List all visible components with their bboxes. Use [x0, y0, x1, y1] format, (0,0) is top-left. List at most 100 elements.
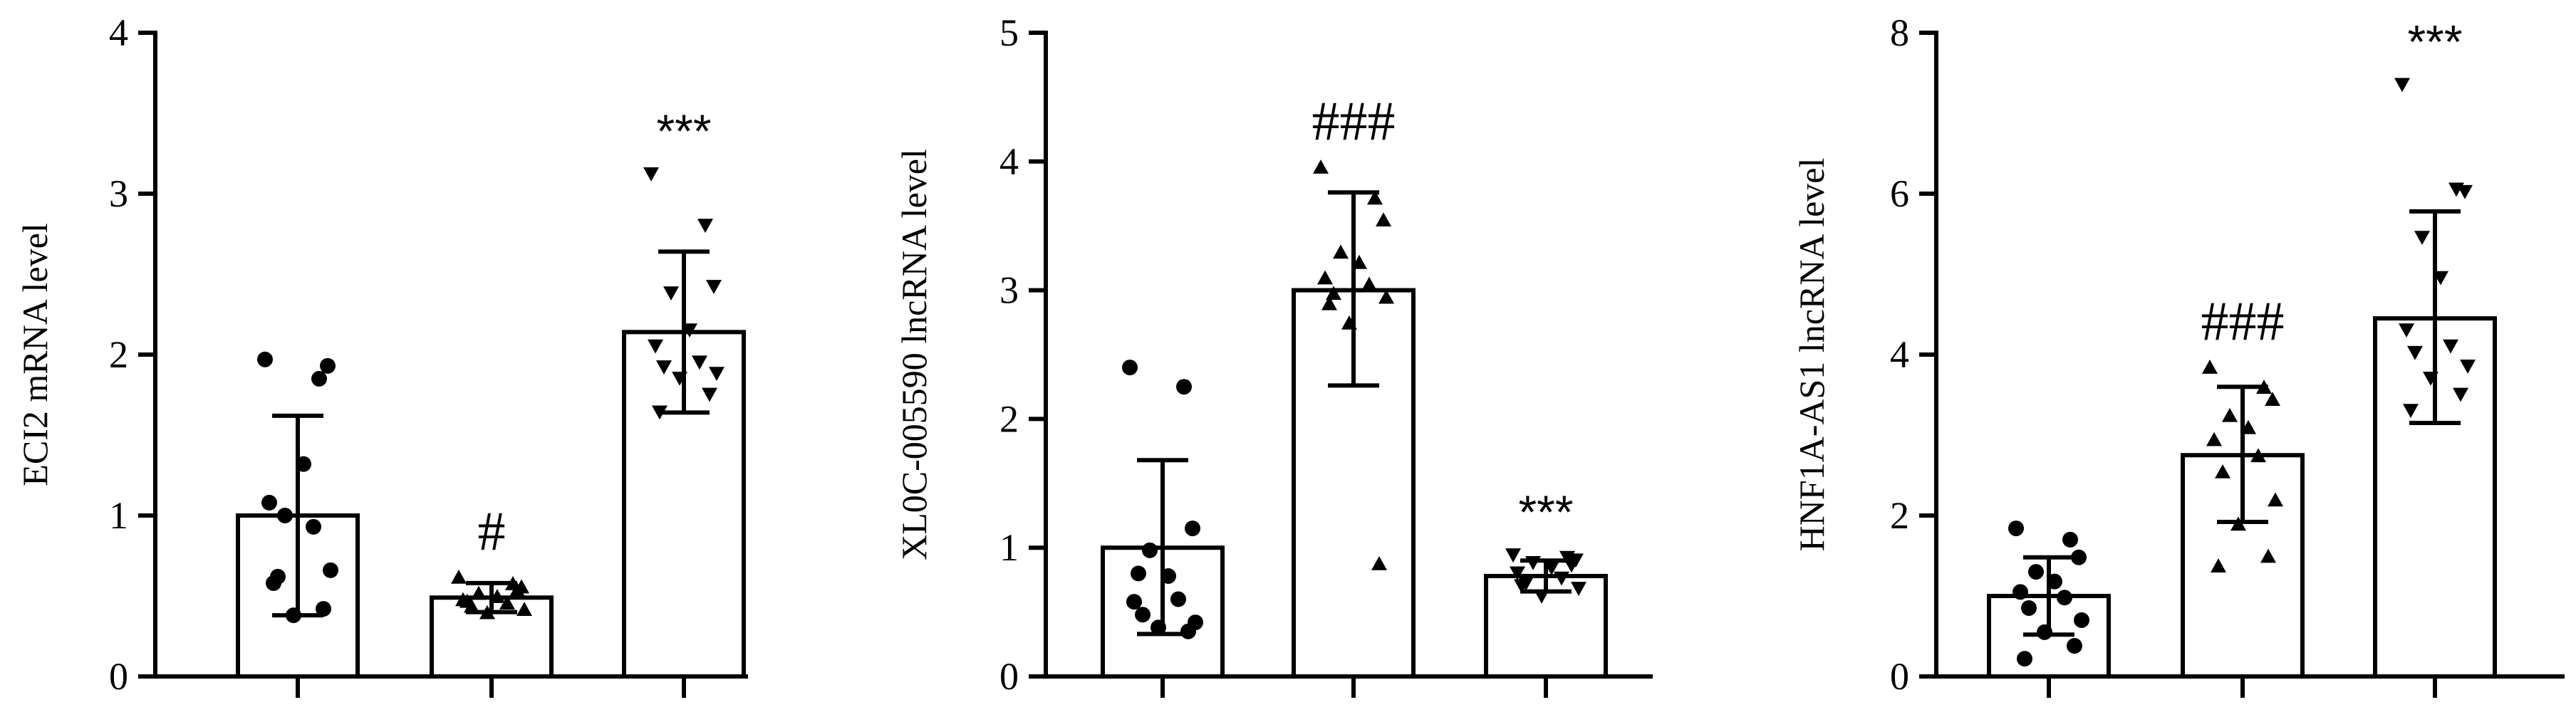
bar-group-1	[1101, 360, 1225, 698]
data-point	[2460, 360, 2476, 374]
data-point	[2057, 590, 2072, 606]
data-point	[652, 405, 668, 420]
data-point	[1534, 590, 1549, 604]
data-point	[2071, 549, 2087, 565]
data-point	[1170, 591, 1186, 607]
data-point	[2062, 531, 2078, 548]
data-point	[471, 585, 487, 600]
data-point	[2453, 387, 2468, 402]
data-point	[706, 280, 722, 294]
data-point	[2250, 448, 2266, 463]
data-point	[2047, 573, 2062, 590]
data-point	[656, 360, 672, 375]
y-axis-title: XL0C-005590 lncRNA level	[894, 149, 934, 560]
data-point	[277, 508, 293, 523]
data-point	[2067, 638, 2082, 654]
data-point	[499, 595, 515, 610]
data-point	[451, 569, 467, 584]
y-tick-label: 0	[109, 655, 128, 698]
data-point	[1321, 295, 1337, 310]
data-point	[479, 605, 495, 619]
data-point	[489, 589, 505, 603]
data-point	[1176, 379, 1192, 395]
data-point	[516, 602, 532, 616]
data-point	[1180, 623, 1196, 639]
data-point	[2240, 419, 2256, 434]
y-tick-label: 3	[999, 269, 1019, 312]
data-point	[1142, 542, 1158, 558]
significance-label: #	[478, 500, 506, 562]
data-point	[1151, 619, 1166, 636]
bar-group-2: ###	[2181, 290, 2305, 698]
data-point	[1554, 571, 1569, 586]
y-axis-title: ECI2 mRNA level	[15, 223, 55, 486]
data-point	[682, 323, 697, 338]
data-point	[1185, 521, 1200, 537]
chart-panel-3: 0 2 4 6 8 HNF1A-AS1 lncRNA level ### ***	[1792, 11, 2565, 698]
data-point	[2028, 564, 2044, 580]
data-point	[1510, 566, 1525, 581]
bar-group-3: ***	[1484, 486, 1608, 698]
data-point	[2407, 345, 2423, 360]
data-point	[2012, 584, 2028, 600]
data-point	[323, 562, 338, 578]
y-tick-label: 4	[999, 140, 1019, 183]
data-point	[2403, 404, 2419, 418]
significance-label: ###	[2201, 290, 2285, 352]
data-point	[2394, 78, 2410, 93]
y-tick-label: 4	[109, 11, 128, 54]
significance-label: ###	[1312, 90, 1396, 152]
data-point	[1351, 254, 1367, 269]
data-point	[663, 286, 679, 301]
data-point	[2211, 558, 2226, 572]
data-point	[702, 387, 717, 402]
bar-group-2: #	[430, 500, 554, 698]
data-point	[261, 494, 277, 511]
data-point	[296, 456, 311, 472]
significance-label: ***	[2407, 15, 2462, 68]
significance-label: ***	[656, 105, 711, 157]
data-point	[1571, 582, 1586, 596]
data-point	[2399, 323, 2414, 338]
data-point	[692, 355, 707, 370]
data-point	[1376, 212, 1391, 227]
data-point	[266, 575, 281, 591]
data-point	[1514, 579, 1530, 594]
data-point	[1131, 565, 1146, 582]
data-point	[2256, 380, 2272, 394]
data-point	[672, 372, 687, 386]
y-axis-title: HNF1A-AS1 lncRNA level	[1792, 158, 1832, 552]
data-point	[1544, 561, 1559, 576]
data-point	[643, 167, 659, 182]
data-point	[648, 339, 663, 354]
y-tick-label: 5	[999, 11, 1019, 54]
data-point	[320, 357, 336, 374]
bar-group-3: ***	[2373, 15, 2497, 698]
data-point	[2260, 548, 2276, 563]
data-point	[2037, 624, 2052, 640]
y-tick-label: 2	[1890, 494, 1909, 537]
y-tick-label: 3	[109, 172, 128, 215]
y-tick-label: 1	[999, 526, 1019, 569]
data-point	[2215, 464, 2230, 478]
data-point	[2414, 231, 2430, 246]
data-point	[1378, 289, 1394, 304]
data-point	[1367, 190, 1383, 205]
data-point	[1505, 548, 1521, 563]
data-point	[2074, 612, 2089, 628]
data-point	[2008, 521, 2024, 537]
data-point	[1333, 244, 1349, 259]
data-point	[306, 518, 321, 535]
data-point	[2443, 339, 2458, 354]
data-point	[1326, 286, 1341, 300]
data-point	[286, 607, 301, 624]
data-point	[1135, 607, 1151, 623]
data-point	[257, 351, 273, 367]
data-point	[1122, 360, 1138, 376]
y-tick-label: 2	[999, 397, 1019, 440]
data-point	[2268, 492, 2283, 507]
y-tick-label: 1	[109, 494, 128, 537]
data-point	[697, 219, 713, 234]
data-point	[2021, 600, 2037, 616]
